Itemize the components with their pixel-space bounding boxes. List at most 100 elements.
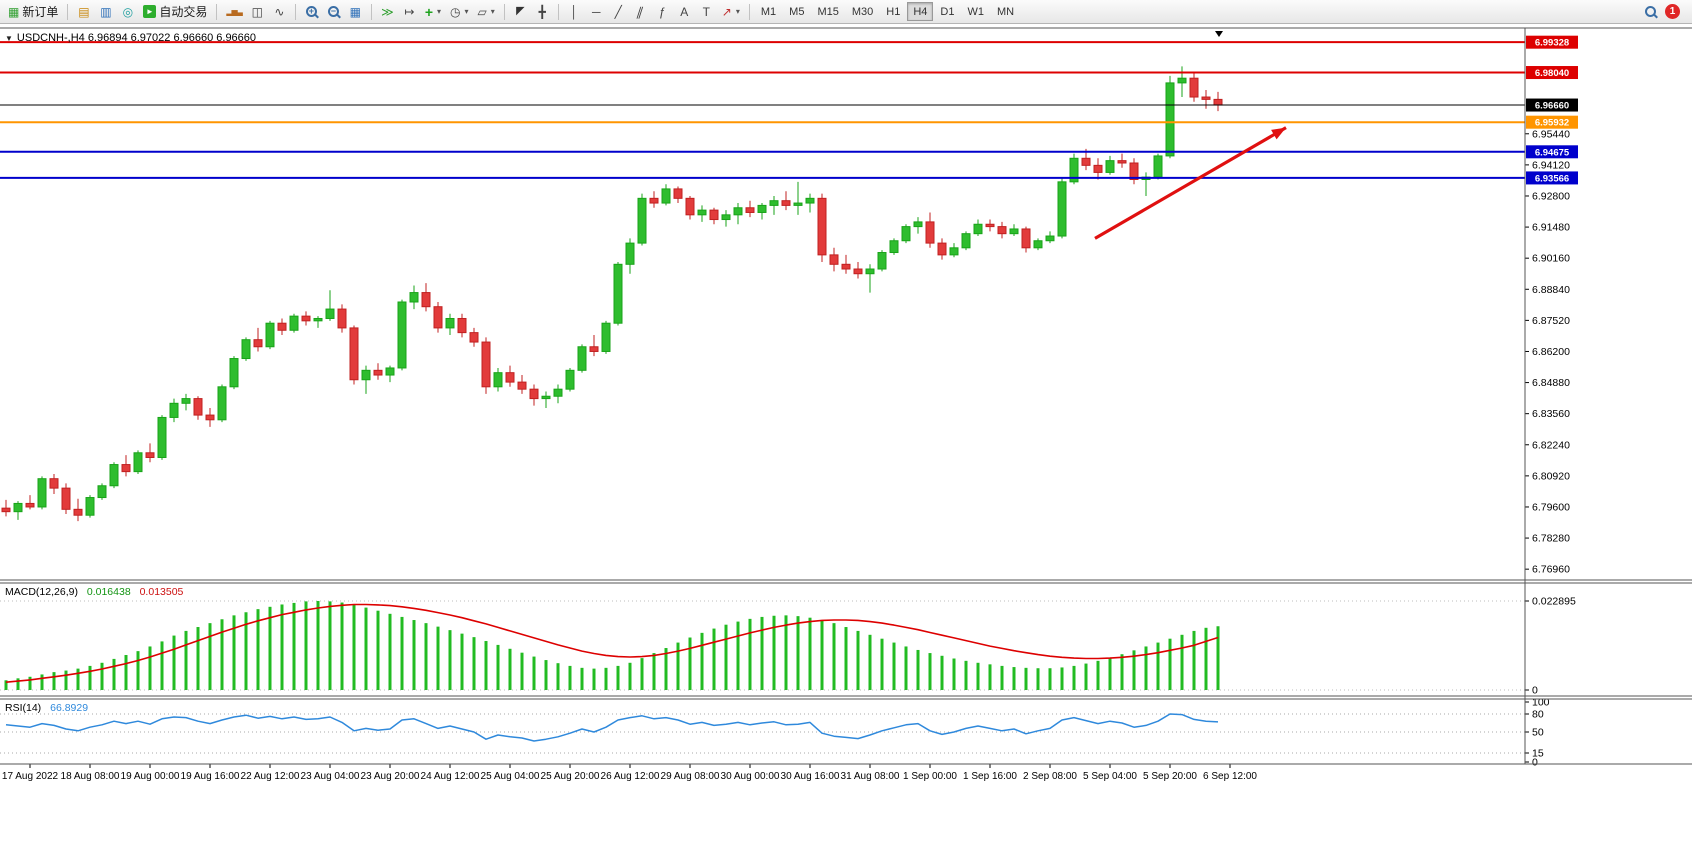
macd-histogram-bar bbox=[904, 646, 908, 690]
time-axis-label: 23 Aug 04:00 bbox=[301, 771, 360, 782]
arrow-tool-icon: ↗ bbox=[721, 4, 732, 19]
crosshair-button[interactable]: ╋ bbox=[532, 1, 553, 22]
macd-histogram-bar bbox=[292, 602, 296, 690]
price-axis-label: 6.86200 bbox=[1532, 346, 1570, 358]
candle bbox=[973, 223, 983, 235]
chevron-down-icon: ▾ bbox=[735, 7, 740, 16]
line-chart-button[interactable]: ∿ bbox=[269, 1, 290, 22]
candle bbox=[805, 197, 815, 204]
macd-histogram-bar bbox=[784, 615, 788, 690]
timeframe-m30-button[interactable]: M30 bbox=[846, 2, 879, 21]
timeframe-mn-button[interactable]: MN bbox=[991, 2, 1020, 21]
candle bbox=[1117, 160, 1127, 164]
trendline-button[interactable]: ╱ bbox=[608, 1, 629, 22]
zoom-in-button[interactable]: + bbox=[301, 1, 322, 22]
candle bbox=[373, 369, 383, 376]
time-axis-label: 1 Sep 16:00 bbox=[963, 771, 1017, 782]
templates-button[interactable]: ▱ ▾ bbox=[474, 1, 499, 22]
macd-histogram-bar bbox=[136, 651, 140, 690]
macd-histogram-bar bbox=[304, 601, 308, 690]
candle bbox=[745, 207, 755, 213]
vertical-line-button[interactable]: │ bbox=[564, 1, 585, 22]
chart-shift-marker[interactable] bbox=[1215, 31, 1223, 37]
autotrade-button[interactable]: ► 自动交易 bbox=[139, 1, 211, 22]
candle bbox=[217, 386, 227, 421]
candle bbox=[997, 226, 1007, 235]
periods-button[interactable]: ◷ ▾ bbox=[446, 1, 473, 22]
market-watch-icon: ▤ bbox=[78, 4, 90, 19]
label-button[interactable]: T bbox=[696, 1, 717, 22]
macd-histogram-bar bbox=[508, 648, 512, 690]
channel-button[interactable]: ∥ bbox=[630, 1, 651, 22]
toolbar-separator bbox=[370, 3, 372, 20]
macd-histogram-bar bbox=[412, 620, 416, 690]
timeframe-h4-button[interactable]: H4 bbox=[907, 2, 934, 21]
macd-value: 0.016438 bbox=[86, 586, 131, 598]
macd-histogram-bar bbox=[436, 626, 440, 690]
candle bbox=[49, 478, 59, 489]
candle bbox=[421, 292, 431, 308]
candle bbox=[1057, 181, 1067, 237]
cursor-button[interactable]: ◤ bbox=[510, 1, 531, 22]
indicators-button[interactable]: + ▾ bbox=[421, 1, 445, 22]
macd-histogram-bar bbox=[892, 642, 896, 690]
tile-windows-button[interactable]: ▦ bbox=[345, 1, 366, 22]
candle bbox=[937, 242, 947, 256]
candle bbox=[301, 315, 311, 322]
symbol-dropdown-icon[interactable]: ▼ bbox=[5, 33, 13, 43]
price-axis-label: 6.83560 bbox=[1532, 408, 1570, 420]
time-axis-label: 25 Aug 20:00 bbox=[541, 771, 600, 782]
timeframe-d1-button[interactable]: D1 bbox=[934, 2, 960, 21]
candle bbox=[577, 346, 587, 371]
timeframe-m15-button[interactable]: M15 bbox=[811, 2, 844, 21]
candle bbox=[1, 507, 11, 513]
data-window-icon: ▥ bbox=[100, 4, 112, 19]
candle bbox=[697, 209, 707, 216]
candle bbox=[1177, 77, 1187, 84]
price-badge-label: 6.95932 bbox=[1535, 118, 1569, 129]
price-chart[interactable]: 6.99328 6.98040 6.96660 6.95932 6.94675 6.935… bbox=[0, 24, 1692, 847]
toolbar-separator bbox=[557, 3, 559, 20]
macd-histogram-bar bbox=[868, 634, 872, 690]
timeframe-m1-button[interactable]: M1 bbox=[755, 2, 782, 21]
tile-windows-icon: ▦ bbox=[349, 4, 362, 19]
macd-histogram-bar bbox=[664, 648, 668, 690]
candlestick-chart-button[interactable]: ◫ bbox=[247, 1, 268, 22]
auto-scroll-button[interactable]: ≫ bbox=[377, 1, 398, 22]
data-window-button[interactable]: ▥ bbox=[95, 1, 116, 22]
macd-histogram-bar bbox=[220, 619, 224, 690]
zoom-out-button[interactable]: − bbox=[323, 1, 344, 22]
text-button[interactable]: A bbox=[674, 1, 695, 22]
search-button[interactable] bbox=[1640, 1, 1661, 22]
arrows-button[interactable]: ↗ ▾ bbox=[718, 1, 744, 22]
bar-chart-button[interactable]: ▂▅▃ bbox=[222, 1, 245, 22]
candle bbox=[505, 372, 515, 383]
timeframe-h1-button[interactable]: H1 bbox=[880, 2, 906, 21]
notification-badge[interactable]: 1 bbox=[1665, 4, 1680, 19]
search-icon bbox=[1645, 6, 1656, 17]
horizontal-line-button[interactable]: ─ bbox=[586, 1, 607, 22]
trend-arrow-head[interactable] bbox=[1271, 127, 1286, 140]
chart-shift-button[interactable]: ↦ bbox=[399, 1, 420, 22]
macd-histogram-bar bbox=[1096, 660, 1100, 690]
time-axis-label: 23 Aug 20:00 bbox=[361, 771, 420, 782]
new-order-button[interactable]: ▦ 新订单 bbox=[4, 1, 62, 22]
candle bbox=[481, 341, 491, 388]
timeframe-w1-button[interactable]: W1 bbox=[961, 2, 990, 21]
macd-signal-line bbox=[5, 603, 1219, 683]
candle bbox=[325, 308, 335, 319]
candle bbox=[757, 204, 767, 213]
macd-histogram-bar bbox=[208, 623, 212, 690]
time-axis-label: 26 Aug 12:00 bbox=[601, 771, 660, 782]
text-icon: A bbox=[680, 4, 689, 19]
candle bbox=[37, 478, 47, 508]
market-watch-button[interactable]: ▤ bbox=[73, 1, 94, 22]
navigator-button[interactable]: ◎ bbox=[117, 1, 138, 22]
timeframe-m5-button[interactable]: M5 bbox=[783, 2, 810, 21]
candle bbox=[13, 502, 23, 513]
candle bbox=[445, 317, 455, 329]
candle bbox=[337, 308, 347, 329]
trend-arrow-line[interactable] bbox=[1094, 126, 1287, 240]
macd-histogram-bar bbox=[652, 653, 656, 690]
fibonacci-button[interactable]: ƒ bbox=[652, 1, 673, 22]
